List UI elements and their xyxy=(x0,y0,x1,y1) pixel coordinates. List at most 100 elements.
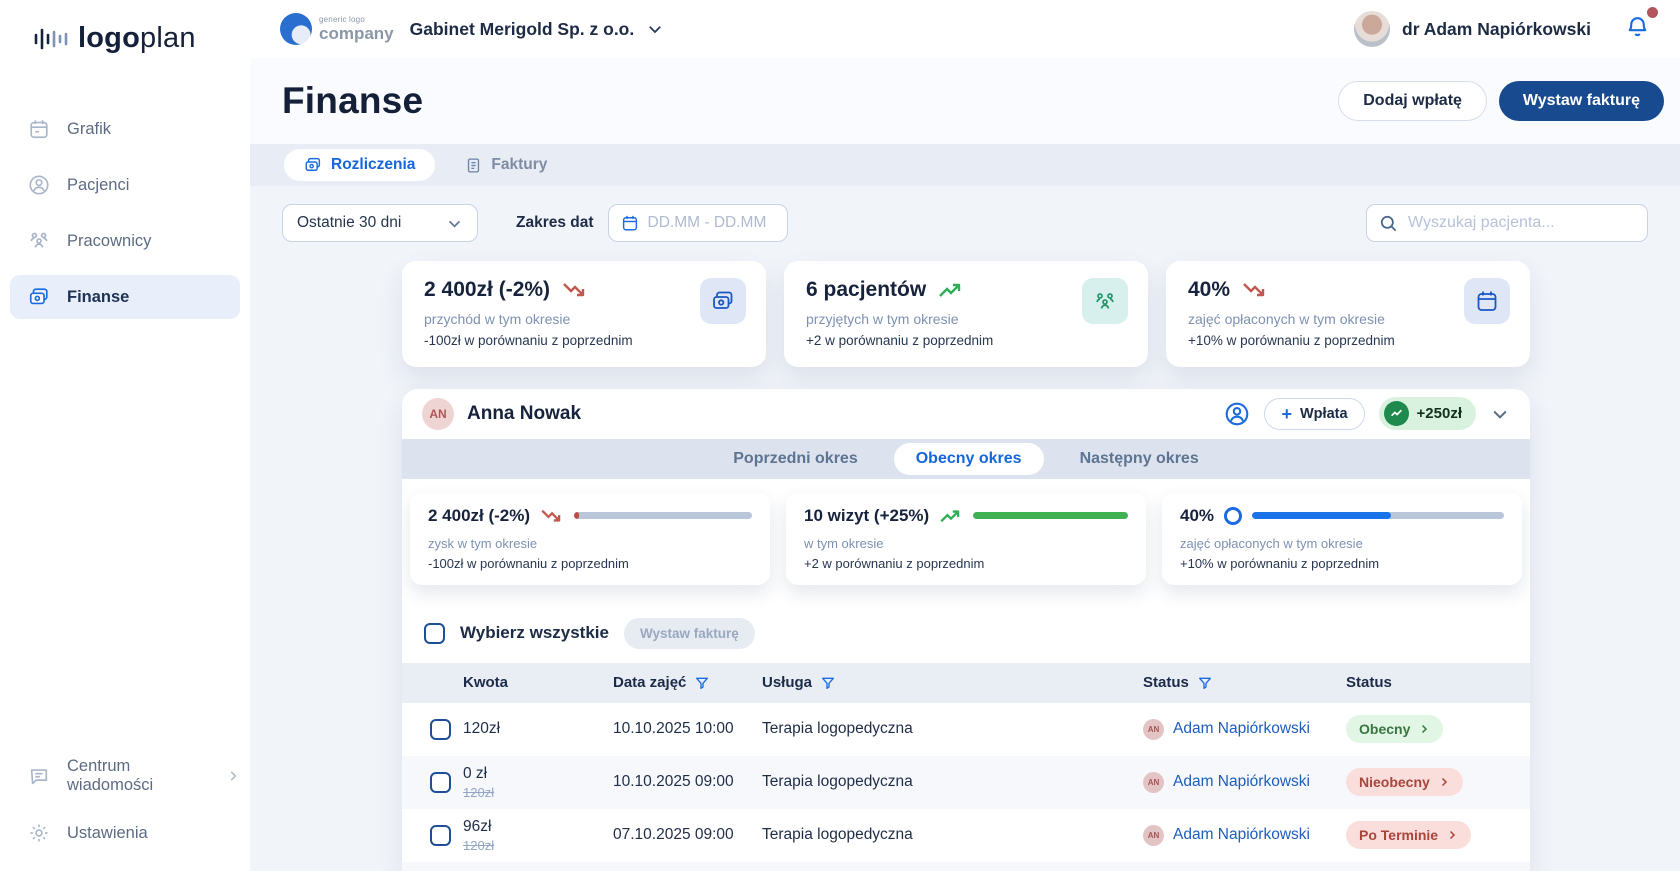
sidebar-nav: Grafik Pacjenci Pracownicy Finanse xyxy=(0,107,250,319)
status-badge[interactable]: Po Terminie xyxy=(1346,821,1471,849)
column-usluga: Usługa xyxy=(762,674,1143,691)
stat-value: 40% xyxy=(1188,278,1230,302)
tab-faktury[interactable]: Faktury xyxy=(445,149,567,181)
chevron-down-icon xyxy=(446,215,463,232)
patient-search-input[interactable] xyxy=(1408,214,1635,232)
sidebar-item-grafik[interactable]: Grafik xyxy=(10,107,240,151)
trend-up-icon xyxy=(938,281,964,299)
employee-link[interactable]: Adam Napiórkowski xyxy=(1173,826,1310,844)
status-badge[interactable]: Obecny xyxy=(1346,715,1443,743)
trend-up-icon xyxy=(939,508,963,524)
patient-panel: AN Anna Nowak + Wpłata +250zł xyxy=(402,389,1530,871)
substat-value: 10 wizyt (+25%) xyxy=(804,506,929,526)
trend-down-icon xyxy=(540,508,564,524)
sidebar-item-label: Grafik xyxy=(67,120,111,139)
app-logo-text: logoplan xyxy=(78,22,196,55)
person-icon xyxy=(28,174,50,196)
sidebar-item-ustawienia[interactable]: Ustawienia xyxy=(10,811,240,855)
user-circle-icon xyxy=(1224,401,1250,427)
filter-icon[interactable] xyxy=(1197,675,1213,691)
employee-avatar: AN xyxy=(1143,719,1164,740)
substat-caption: zajęć opłaconych w tym okresie xyxy=(1180,536,1504,551)
row-checkbox[interactable] xyxy=(430,825,451,846)
employee-link[interactable]: Adam Napiórkowski xyxy=(1173,773,1310,791)
plus-icon: + xyxy=(1281,405,1292,423)
chevron-right-icon xyxy=(226,769,240,783)
column-status-badge: Status xyxy=(1346,674,1530,691)
sidebar-item-finanse[interactable]: Finanse xyxy=(10,275,240,319)
column-data-zajec: Data zajęć xyxy=(613,674,762,691)
wallet-icon xyxy=(700,278,746,324)
stat-caption: zajęć opłaconych w tym okresie xyxy=(1188,311,1464,327)
table-row: 96zł120zł 07.10.2025 09:00 Terapia logop… xyxy=(402,809,1530,862)
notification-badge xyxy=(1647,7,1658,18)
patient-avatar: AN xyxy=(422,398,454,430)
period-tab-current[interactable]: Obecny okres xyxy=(894,443,1044,475)
substat-comparison: -100zł w porównaniu z poprzednim xyxy=(428,556,752,571)
substat-comparison: +10% w porównaniu z poprzednim xyxy=(1180,556,1504,571)
table-header: Kwota Data zajęć Usługa Status Status xyxy=(402,663,1530,703)
date-cell: 10.10.2025 09:00 xyxy=(613,773,762,791)
page-title: Finanse xyxy=(282,80,423,122)
employee-link[interactable]: Adam Napiórkowski xyxy=(1173,720,1310,738)
stat-value: 6 pacjentów xyxy=(806,278,926,302)
stat-caption: przyjętych w tym okresie xyxy=(806,311,1082,327)
stats-row: 2 400zł (-2%) przychód w tym okresie -10… xyxy=(402,261,1530,367)
payment-button[interactable]: + Wpłata xyxy=(1264,398,1364,430)
notifications-button[interactable] xyxy=(1625,14,1650,44)
table-row: 120zł 07.08.2025 10:00 Terapia logopedyc… xyxy=(402,862,1530,871)
row-checkbox[interactable] xyxy=(430,719,451,740)
row-checkbox[interactable] xyxy=(430,772,451,793)
filter-icon[interactable] xyxy=(820,675,836,691)
calendar-icon xyxy=(621,214,639,232)
sidebar-item-label: Finanse xyxy=(67,288,129,307)
stat-card-paid-percent: 40% zajęć opłaconych w tym okresie +10% … xyxy=(1166,261,1530,367)
period-tab-previous[interactable]: Poprzedni okres xyxy=(711,443,879,475)
trend-down-icon xyxy=(1242,281,1268,299)
trend-down-icon xyxy=(562,281,588,299)
billing-icon xyxy=(304,156,322,174)
substat-value: 2 400zł (-2%) xyxy=(428,506,530,526)
bulk-invoice-button[interactable]: Wystaw fakturę xyxy=(624,618,755,649)
sidebar-item-centrum-wiadomosci[interactable]: Centrum wiadomości xyxy=(10,754,240,798)
sidebar-item-label: Ustawienia xyxy=(67,824,148,843)
team-icon xyxy=(28,230,50,252)
sidebar-item-pracownicy[interactable]: Pracownicy xyxy=(10,219,240,263)
invoice-icon xyxy=(465,157,482,174)
select-all-checkbox[interactable] xyxy=(424,623,445,644)
collapse-chevron-icon[interactable] xyxy=(1490,404,1510,424)
service-cell: Terapia logopedyczna xyxy=(762,773,1143,791)
page-header: Finanse Dodaj wpłatę Wystaw fakturę xyxy=(250,58,1680,144)
date-range-input[interactable] xyxy=(648,214,775,232)
patient-profile-button[interactable] xyxy=(1224,401,1250,427)
sidebar: logoplan Grafik Pacjenci Pracownicy xyxy=(0,0,250,871)
patient-search-wrap xyxy=(1366,204,1648,242)
period-tabs: Poprzedni okres Obecny okres Następny ok… xyxy=(402,439,1530,479)
period-tab-next[interactable]: Następny okres xyxy=(1058,443,1221,475)
chevron-right-icon xyxy=(1446,829,1458,841)
sidebar-item-label: Pracownicy xyxy=(67,232,151,251)
date-range-input-wrap xyxy=(608,204,788,242)
sidebar-item-pacjenci[interactable]: Pacjenci xyxy=(10,163,240,207)
filter-icon[interactable] xyxy=(694,675,710,691)
status-badge[interactable]: Nieobecny xyxy=(1346,768,1463,796)
stat-comparison: +10% w porównaniu z poprzednim xyxy=(1188,333,1464,348)
stat-caption: przychód w tym okresie xyxy=(424,311,700,327)
sidebar-bottom: Centrum wiadomości Ustawienia xyxy=(0,754,250,855)
substat-visits: 10 wizyt (+25%) w tym okresie +2 w porów… xyxy=(786,493,1146,585)
employee-cell: AN Adam Napiórkowski xyxy=(1143,772,1346,793)
employee-avatar: AN xyxy=(1143,772,1164,793)
period-select[interactable]: Ostatnie 30 dni xyxy=(282,204,478,242)
issue-invoice-button[interactable]: Wystaw fakturę xyxy=(1499,81,1664,121)
column-kwota: Kwota xyxy=(463,674,613,691)
user-avatar[interactable] xyxy=(1354,11,1390,47)
table-row: 0 zł120zł 10.10.2025 09:00 Terapia logop… xyxy=(402,756,1530,809)
employee-avatar: AN xyxy=(1143,825,1164,846)
chevron-right-icon xyxy=(1418,723,1430,735)
add-payment-button[interactable]: Dodaj wpłatę xyxy=(1338,81,1487,121)
tab-rozliczenia[interactable]: Rozliczenia xyxy=(284,149,435,181)
balance-badge[interactable]: +250zł xyxy=(1379,397,1476,430)
patients-icon xyxy=(1082,278,1128,324)
company-switcher-chevron-icon[interactable] xyxy=(646,20,664,38)
substat-caption: zysk w tym okresie xyxy=(428,536,752,551)
